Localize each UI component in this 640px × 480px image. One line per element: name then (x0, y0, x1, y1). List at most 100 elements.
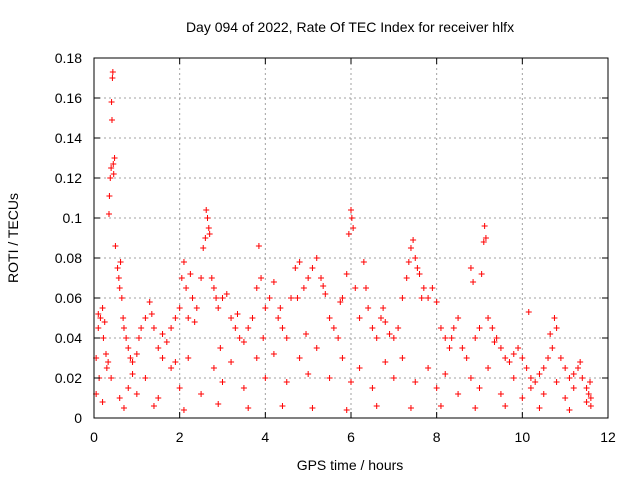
x-tick-label: 0 (90, 429, 98, 445)
data-point (377, 315, 384, 321)
data-point (176, 305, 183, 311)
data-point (348, 215, 355, 221)
data-point (437, 403, 444, 409)
data-point (446, 345, 453, 351)
data-point (497, 345, 504, 351)
data-point (108, 99, 115, 105)
data-point (108, 375, 115, 381)
data-point (112, 243, 119, 249)
data-point (373, 335, 380, 341)
data-point (240, 339, 247, 345)
data-point (146, 299, 153, 305)
data-point (478, 271, 485, 277)
data-point (557, 355, 564, 361)
data-point (115, 275, 122, 281)
data-point (202, 235, 209, 241)
data-point (536, 405, 543, 411)
data-point (587, 395, 594, 401)
data-point (382, 359, 389, 365)
data-point (455, 315, 462, 321)
data-point (540, 365, 547, 371)
data-point (180, 407, 187, 413)
x-tick-label: 10 (515, 429, 531, 445)
data-point (481, 223, 488, 229)
data-point (120, 325, 127, 331)
data-point (579, 375, 586, 381)
x-tick-label: 12 (600, 429, 616, 445)
y-tick-label: 0.02 (55, 370, 82, 386)
data-point (215, 401, 222, 407)
data-point (380, 305, 387, 311)
data-point (313, 345, 320, 351)
data-point (480, 239, 487, 245)
data-point (219, 379, 226, 385)
data-point (283, 335, 290, 341)
data-point (135, 335, 142, 341)
data-point (189, 295, 196, 301)
data-point (493, 335, 500, 341)
data-point (510, 375, 517, 381)
data-point (510, 351, 517, 357)
data-point (549, 345, 556, 351)
data-point (339, 355, 346, 361)
data-point (163, 339, 170, 345)
data-point (502, 403, 509, 409)
data-point (373, 403, 380, 409)
data-point (120, 315, 127, 321)
data-point (467, 265, 474, 271)
data-point (369, 325, 376, 331)
data-point (260, 335, 267, 341)
data-point (203, 207, 210, 213)
data-point (429, 285, 436, 291)
data-point (343, 407, 350, 413)
data-point (223, 291, 230, 297)
x-tick-label: 4 (261, 429, 269, 445)
y-tick-label: 0.14 (55, 130, 82, 146)
data-point (305, 275, 312, 281)
data-point (309, 265, 316, 271)
data-point (127, 355, 134, 361)
data-point (292, 265, 299, 271)
data-point (313, 255, 320, 261)
data-point (110, 171, 117, 177)
data-point (472, 335, 479, 341)
data-point (228, 359, 235, 365)
data-point (228, 315, 235, 321)
data-point (168, 365, 175, 371)
data-point (414, 265, 421, 271)
data-point (172, 359, 179, 365)
data-point (159, 355, 166, 361)
data-point (100, 335, 107, 341)
data-point (476, 325, 483, 331)
data-point (562, 395, 569, 401)
data-point (326, 375, 333, 381)
data-point (365, 305, 372, 311)
data-point (587, 403, 594, 409)
data-point (585, 391, 592, 397)
data-point (551, 315, 558, 321)
data-point (348, 379, 354, 385)
data-point (125, 345, 132, 351)
data-point (575, 365, 582, 371)
data-point (489, 325, 496, 331)
data-point (210, 285, 217, 291)
data-point (553, 325, 560, 331)
data-point (180, 259, 187, 265)
data-point (540, 391, 547, 397)
data-point (99, 399, 106, 405)
y-axis-label: ROTI / TECUs (5, 193, 21, 283)
data-point (410, 237, 417, 243)
data-point (213, 295, 220, 301)
data-point (103, 365, 110, 371)
data-point (515, 345, 522, 351)
y-axis-ticks: 0 0.02 0.04 0.06 0.08 0.1 0.12 0.14 0.16 0.18 (55, 50, 608, 426)
data-point (320, 283, 327, 289)
data-point (527, 375, 534, 381)
data-point (159, 331, 166, 337)
data-point (114, 265, 121, 271)
data-point (416, 271, 423, 277)
data-point (270, 279, 277, 285)
data-point (183, 285, 190, 291)
data-point (178, 275, 185, 281)
